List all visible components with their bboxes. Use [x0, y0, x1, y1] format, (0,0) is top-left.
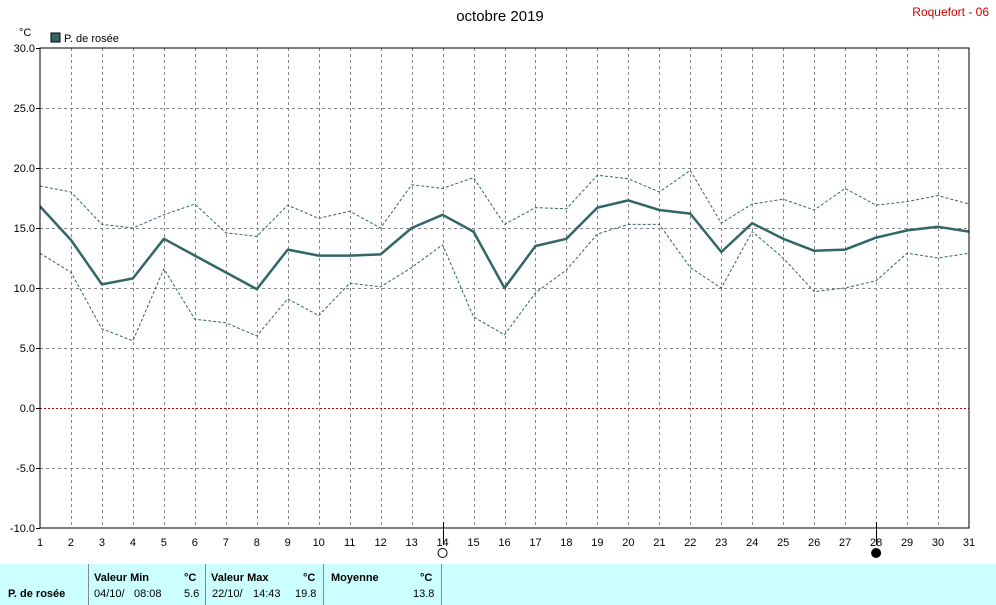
y-tick-label: 0.0 [20, 403, 35, 415]
x-tick-label: 30 [932, 537, 944, 549]
x-tick-label: 19 [591, 537, 603, 549]
chart-title: octobre 2019 [456, 8, 544, 25]
x-tick-label: 4 [130, 537, 136, 549]
y-tick-label: 25.0 [14, 103, 35, 115]
stats-max-cell: Valeur Max °C 22/10/ 14:43 19.8 [206, 564, 323, 605]
grid [40, 48, 969, 528]
x-tick-label: 26 [808, 537, 820, 549]
filled-circle-marker [871, 548, 882, 558]
y-tick-label: 20.0 [14, 163, 35, 175]
x-tick-label: 24 [746, 537, 758, 549]
max-label: Valeur Max [211, 572, 269, 584]
station-name: Roquefort - 06 [912, 5, 989, 19]
x-tick-label: 13 [405, 537, 417, 549]
stats-divider [205, 564, 206, 605]
x-tick-label: 17 [529, 537, 541, 549]
max-date: 22/10/ [212, 588, 243, 600]
y-tick-label: -10.0 [10, 523, 35, 535]
x-tick-label: 12 [375, 537, 387, 549]
x-tick-label: 21 [653, 537, 665, 549]
open-circle-marker [437, 548, 448, 558]
x-tick-label: 6 [192, 537, 198, 549]
x-tick-label: 14 [436, 537, 448, 549]
x-tick-label: 11 [344, 537, 355, 549]
y-tick-label: 10.0 [14, 283, 35, 295]
min-date: 04/10/ [94, 588, 125, 600]
x-tick-label: 22 [684, 537, 696, 549]
avg-unit: °C [420, 572, 433, 584]
max-time: 14:43 [253, 588, 281, 600]
day-markers [437, 522, 882, 558]
stats-divider [441, 564, 442, 605]
x-tick-label: 1 [37, 537, 43, 549]
series-line-lower-envelope [39, 223, 970, 342]
min-label: Valeur Min [94, 572, 150, 584]
dew-point-chart: octobre 2019 Roquefort - 06 °C P. de ros… [10, 5, 989, 558]
x-tick-label: 9 [285, 537, 291, 549]
min-value: 5.6 [184, 588, 200, 600]
x-tick-label: 16 [498, 537, 510, 549]
x-tick-label: 31 [963, 537, 975, 549]
stats-param-label: P. de rosée [8, 588, 66, 600]
y-tick-label: 15.0 [14, 223, 35, 235]
x-tick-label: 25 [777, 537, 789, 549]
min-unit: °C [184, 572, 197, 584]
y-tick-label: 30.0 [14, 43, 35, 55]
y-tick-label: 5.0 [20, 343, 35, 355]
max-value: 19.8 [295, 588, 317, 600]
y-axis-unit: °C [19, 27, 31, 39]
x-tick-label: 7 [223, 537, 229, 549]
series-line-upper-envelope [39, 169, 970, 237]
legend-swatch [50, 32, 61, 43]
y-tick-label: -5.0 [16, 463, 35, 475]
x-tick-label: 20 [622, 537, 634, 549]
x-tick-label: 29 [901, 537, 913, 549]
x-tick-label: 27 [839, 537, 851, 549]
stats-min-cell: Valeur Min °C 04/10/ 08:08 5.6 [89, 564, 205, 605]
x-tick-label: 18 [560, 537, 572, 549]
x-tick-label: 15 [467, 537, 479, 549]
stats-divider [88, 564, 89, 605]
stats-panel: P. de rosée Valeur Min °C 04/10/ 08:08 5… [0, 564, 996, 605]
series-group [39, 169, 970, 342]
x-tick-label: 10 [313, 537, 325, 549]
x-tick-label: 8 [254, 537, 260, 549]
avg-value: 13.8 [413, 588, 435, 600]
axes: 1 2 3 4 5 6 7 8 9 10 11 12 13 14 15 16 17 18 19 20 21 22 23 24 2… [10, 43, 975, 549]
series-line-dew-point [39, 199, 970, 291]
x-tick-label: 5 [161, 537, 167, 549]
max-unit: °C [303, 572, 316, 584]
x-tick-label: 3 [99, 537, 105, 549]
legend-label: P. de rosée [64, 33, 119, 45]
stats-avg-cell: Moyenne °C 13.8 [324, 564, 441, 605]
x-tick-label: 23 [715, 537, 727, 549]
x-tick-label: 2 [68, 537, 74, 549]
min-time: 08:08 [134, 588, 162, 600]
stats-param-cell: P. de rosée [0, 564, 88, 605]
stats-divider [323, 564, 324, 605]
avg-label: Moyenne [331, 572, 379, 584]
